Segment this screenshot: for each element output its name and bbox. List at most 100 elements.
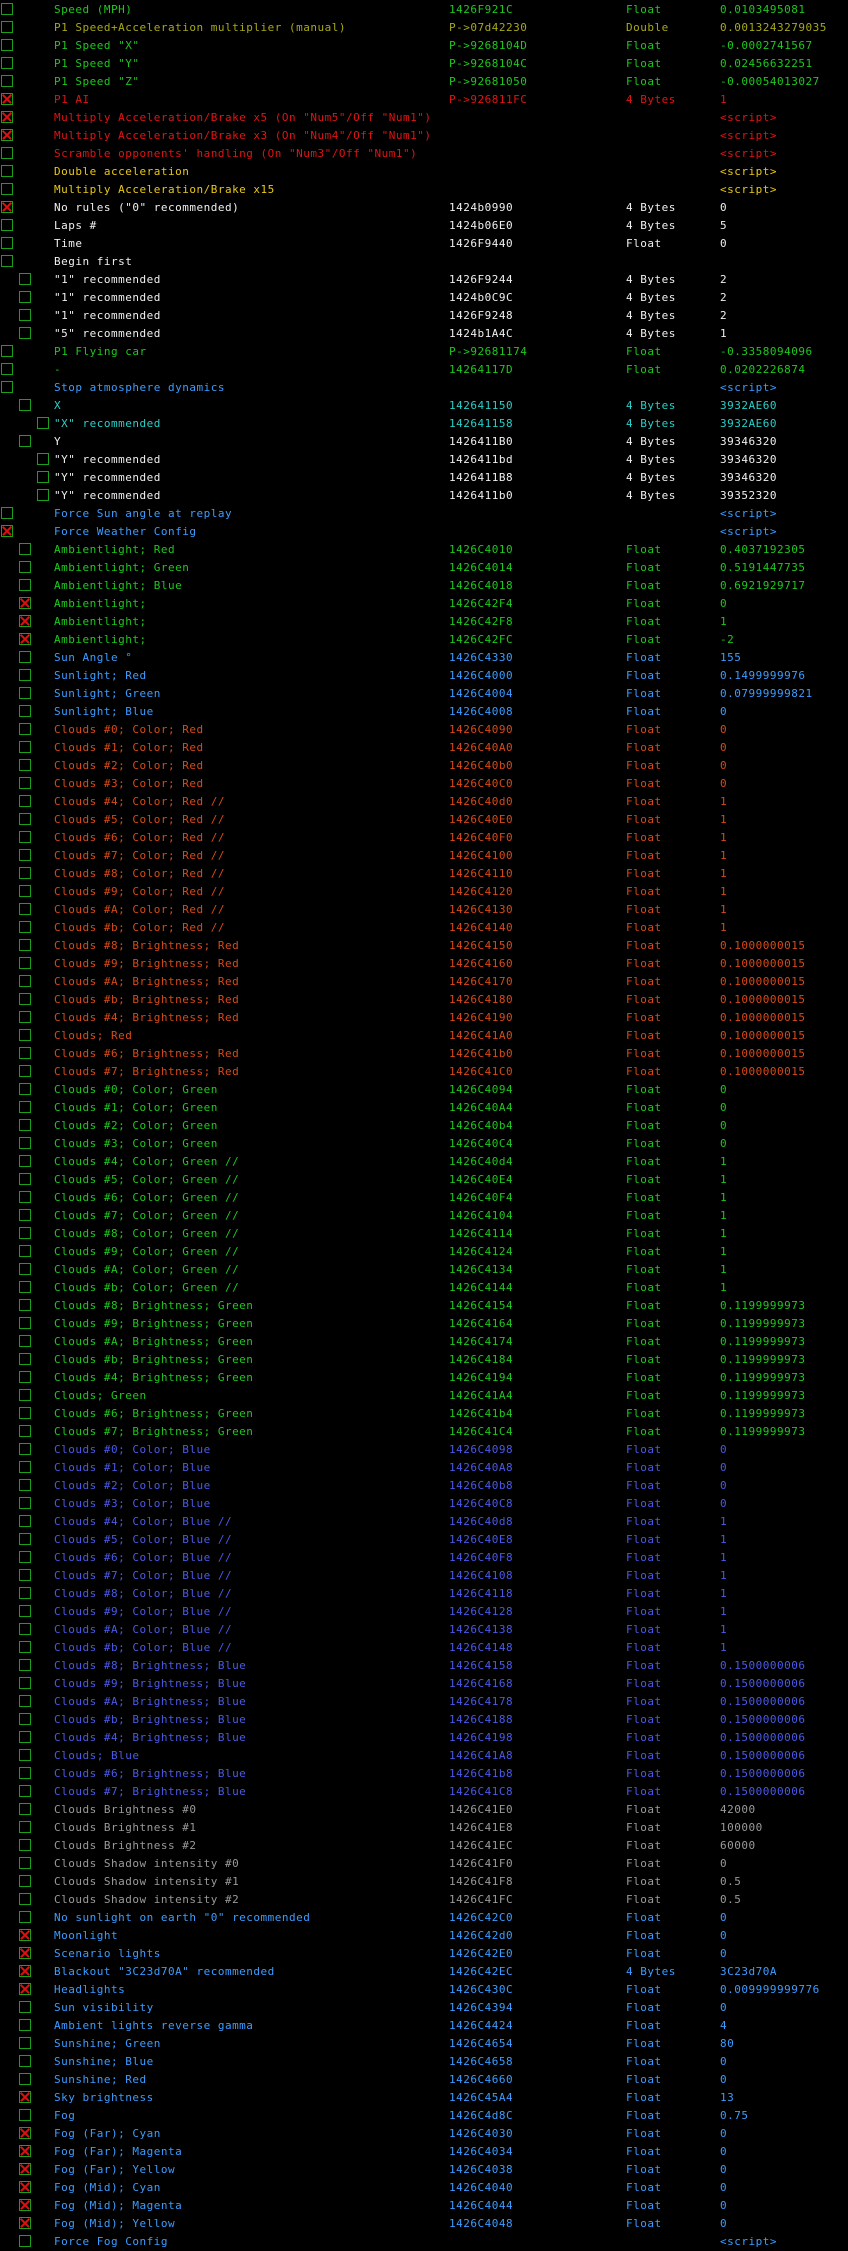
active-checkbox[interactable] xyxy=(19,1767,31,1779)
table-row[interactable]: - 14264117D Float 0.0202226874 xyxy=(0,361,848,379)
active-checkbox[interactable] xyxy=(19,957,31,969)
row-value[interactable]: 1 xyxy=(720,1173,728,1186)
table-row[interactable]: Clouds #A; Brightness; Red 1426C4170 Float… xyxy=(0,973,848,991)
row-value[interactable]: 0 xyxy=(720,2163,728,2176)
row-value[interactable]: 0 xyxy=(720,2127,728,2140)
table-row[interactable]: Clouds #9; Color; Green // 1426C4124 Float… xyxy=(0,1243,848,1261)
active-checkbox[interactable] xyxy=(19,2055,31,2067)
active-checkbox[interactable] xyxy=(1,507,13,519)
table-row[interactable]: Fog (Far); Magenta 1426C4034 Float 0 xyxy=(0,2143,848,2161)
table-row[interactable]: Clouds #4; Color; Blue // 1426C40d8 Float 1 xyxy=(0,1513,848,1531)
row-value[interactable]: 0.1000000015 xyxy=(720,1011,806,1024)
active-checkbox[interactable] xyxy=(19,867,31,879)
row-value[interactable]: 0 xyxy=(720,759,728,772)
row-value[interactable]: 0.1500000006 xyxy=(720,1731,806,1744)
active-checkbox[interactable] xyxy=(19,399,31,411)
row-value[interactable]: 0.1500000006 xyxy=(720,1785,806,1798)
table-row[interactable]: Clouds Brightness #1 1426C41E8 Float 100000 xyxy=(0,1819,848,1837)
row-value[interactable]: 0.1199999973 xyxy=(720,1425,806,1438)
table-row[interactable]: Clouds #6; Brightness; Blue 1426C41b8 Floa… xyxy=(0,1765,848,1783)
table-row[interactable]: Clouds #4; Brightness; Green 1426C4194 Flo… xyxy=(0,1369,848,1387)
row-value[interactable]: 39346320 xyxy=(720,453,777,466)
active-checkbox[interactable] xyxy=(37,471,49,483)
table-row[interactable]: Time 1426F9440 Float 0 xyxy=(0,235,848,253)
active-checkbox[interactable] xyxy=(19,1803,31,1815)
row-value[interactable]: 1 xyxy=(720,1281,728,1294)
table-row[interactable]: Multiply Acceleration/Brake x3 (On "Num4… xyxy=(0,127,848,145)
table-row[interactable]: Force Sun angle at replay <script> xyxy=(0,505,848,523)
row-value[interactable]: <script> xyxy=(720,2235,777,2248)
table-row[interactable]: Sunshine; Red 1426C4660 Float 0 xyxy=(0,2071,848,2089)
table-row[interactable]: Fog (Mid); Magenta 1426C4044 Float 0 xyxy=(0,2197,848,2215)
active-checkbox[interactable] xyxy=(19,291,31,303)
active-checkbox[interactable] xyxy=(19,327,31,339)
row-value[interactable]: 3932AE60 xyxy=(720,399,777,412)
row-value[interactable]: 1 xyxy=(720,813,728,826)
row-value[interactable]: <script> xyxy=(720,147,777,160)
row-value[interactable]: <script> xyxy=(720,525,777,538)
active-checkbox[interactable] xyxy=(19,1839,31,1851)
table-row[interactable]: Clouds #8; Color; Blue // 1426C4118 Float 1 xyxy=(0,1585,848,1603)
active-checkbox[interactable] xyxy=(19,1407,31,1419)
table-row[interactable]: Clouds #A; Brightness; Green 1426C4174 Flo… xyxy=(0,1333,848,1351)
active-checkbox[interactable] xyxy=(37,489,49,501)
table-row[interactable]: Clouds #2; Color; Blue 1426C40b8 Float 0 xyxy=(0,1477,848,1495)
active-checkbox[interactable] xyxy=(19,1587,31,1599)
table-row[interactable]: Ambient lights reverse gamma 1426C4424 Flo… xyxy=(0,2017,848,2035)
row-value[interactable]: 3C23d70A xyxy=(720,1965,777,1978)
row-value[interactable]: 0.1199999973 xyxy=(720,1407,806,1420)
active-checkbox[interactable] xyxy=(19,273,31,285)
row-value[interactable]: 0 xyxy=(720,1137,728,1150)
row-value[interactable]: 1 xyxy=(720,327,728,340)
active-checkbox[interactable] xyxy=(19,1353,31,1365)
table-row[interactable]: No sunlight on earth "0" recommended 1426… xyxy=(0,1909,848,1927)
active-checkbox[interactable] xyxy=(1,111,13,123)
active-checkbox[interactable] xyxy=(19,1515,31,1527)
active-checkbox[interactable] xyxy=(19,1317,31,1329)
table-row[interactable]: Clouds #9; Brightness; Green 1426C4164 Flo… xyxy=(0,1315,848,1333)
table-row[interactable]: Clouds Brightness #2 1426C41EC Float 60000 xyxy=(0,1837,848,1855)
table-row[interactable]: "1" recommended 1424b0C9C 4 Bytes 2 xyxy=(0,289,848,307)
active-checkbox[interactable] xyxy=(19,1713,31,1725)
row-value[interactable]: 42000 xyxy=(720,1803,756,1816)
row-value[interactable]: 39346320 xyxy=(720,435,777,448)
active-checkbox[interactable] xyxy=(19,1281,31,1293)
table-row[interactable]: Clouds #9; Color; Red // 1426C4120 Float 1 xyxy=(0,883,848,901)
table-row[interactable]: Sun visibility 1426C4394 Float 0 xyxy=(0,1999,848,2017)
table-row[interactable]: Clouds #8; Brightness; Green 1426C4154 Flo… xyxy=(0,1297,848,1315)
table-row[interactable]: Headlights 1426C430C Float 0.009999999776 xyxy=(0,1981,848,1999)
row-value[interactable]: 0 xyxy=(720,1857,728,1870)
active-checkbox[interactable] xyxy=(19,1623,31,1635)
active-checkbox[interactable] xyxy=(19,1047,31,1059)
table-row[interactable]: Scenario lights 1426C42E0 Float 0 xyxy=(0,1945,848,1963)
table-row[interactable]: Clouds #1; Color; Red 1426C40A0 Float 0 xyxy=(0,739,848,757)
row-value[interactable]: 0.1199999973 xyxy=(720,1389,806,1402)
row-value[interactable]: 0 xyxy=(720,2073,728,2086)
table-row[interactable]: "5" recommended 1424b1A4C 4 Bytes 1 xyxy=(0,325,848,343)
table-row[interactable]: Force Fog Config <script> xyxy=(0,2233,848,2251)
table-row[interactable]: Force Weather Config <script> xyxy=(0,523,848,541)
active-checkbox[interactable] xyxy=(1,363,13,375)
table-row[interactable]: Clouds #b; Brightness; Green 1426C4184 Flo… xyxy=(0,1351,848,1369)
active-checkbox[interactable] xyxy=(19,1731,31,1743)
row-value[interactable]: <script> xyxy=(720,183,777,196)
table-row[interactable]: P1 Speed "X" P->9268104D Float -0.000274156… xyxy=(0,37,848,55)
table-row[interactable]: Ambientlight; 1426C42F4 Float 0 xyxy=(0,595,848,613)
row-value[interactable]: 80 xyxy=(720,2037,735,2050)
active-checkbox[interactable] xyxy=(19,1479,31,1491)
row-value[interactable]: 0.1199999973 xyxy=(720,1335,806,1348)
table-row[interactable]: Clouds #0; Color; Green 1426C4094 Float 0 xyxy=(0,1081,848,1099)
row-value[interactable]: 0 xyxy=(720,705,728,718)
table-row[interactable]: X 142641150 4 Bytes 3932AE60 xyxy=(0,397,848,415)
table-row[interactable]: Clouds #b; Color; Blue // 1426C4148 Float 1 xyxy=(0,1639,848,1657)
table-row[interactable]: Clouds #7; Color; Green // 1426C4104 Float… xyxy=(0,1207,848,1225)
table-row[interactable]: P1 Speed "Z" P->92681050 Float -0.000540130… xyxy=(0,73,848,91)
table-row[interactable]: Clouds #7; Brightness; Red 1426C41C0 Float… xyxy=(0,1063,848,1081)
row-value[interactable]: 1 xyxy=(720,867,728,880)
table-row[interactable]: Clouds #3; Color; Green 1426C40C4 Float 0 xyxy=(0,1135,848,1153)
row-value[interactable]: <script> xyxy=(720,507,777,520)
active-checkbox[interactable] xyxy=(19,1911,31,1923)
active-checkbox[interactable] xyxy=(19,2073,31,2085)
row-value[interactable]: 0 xyxy=(720,1497,728,1510)
row-value[interactable]: 0.1000000015 xyxy=(720,957,806,970)
